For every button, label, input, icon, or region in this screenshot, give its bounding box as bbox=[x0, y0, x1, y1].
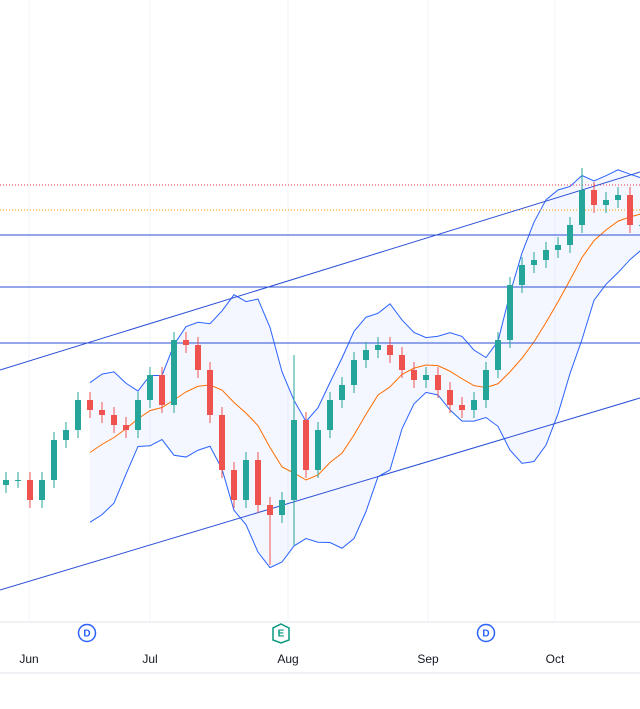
candle-body bbox=[231, 470, 237, 500]
candle-body bbox=[27, 480, 33, 500]
candle-body bbox=[15, 480, 21, 481]
candle-body bbox=[387, 345, 393, 355]
candle-body bbox=[135, 400, 141, 430]
candle-body bbox=[375, 345, 381, 350]
x-tick-label: Jul bbox=[142, 652, 157, 666]
bollinger-basis bbox=[89, 213, 640, 481]
event-badge bbox=[77, 623, 97, 643]
candle-body bbox=[411, 370, 417, 380]
candle-body bbox=[339, 385, 345, 400]
candle-body bbox=[207, 370, 213, 415]
candle-body bbox=[459, 405, 465, 410]
candle-body bbox=[567, 225, 573, 245]
candle-body bbox=[483, 370, 489, 400]
candle-body bbox=[147, 375, 153, 400]
candle-body bbox=[507, 285, 513, 340]
candle-body bbox=[627, 195, 633, 225]
candle-body bbox=[495, 340, 501, 370]
candle-body bbox=[39, 480, 45, 500]
x-tick-label: Jun bbox=[19, 652, 38, 666]
event-label: E bbox=[278, 629, 285, 640]
bollinger-upper bbox=[89, 169, 640, 423]
candle-body bbox=[471, 400, 477, 410]
bollinger-fill bbox=[90, 169, 640, 568]
candle-body bbox=[591, 190, 597, 205]
candle-body bbox=[3, 480, 9, 485]
candle-body bbox=[423, 375, 429, 380]
candle-body bbox=[399, 355, 405, 370]
candle-body bbox=[255, 460, 261, 505]
candle-body bbox=[51, 440, 57, 480]
x-tick-label: Oct bbox=[546, 652, 565, 666]
candle-body bbox=[195, 345, 201, 370]
candle-body bbox=[519, 265, 525, 285]
candle-body bbox=[531, 260, 537, 265]
bollinger-lower bbox=[89, 250, 640, 569]
event-label: D bbox=[482, 629, 489, 640]
channel-line bbox=[0, 171, 640, 371]
candle-body bbox=[327, 400, 333, 430]
candle-body bbox=[555, 245, 561, 250]
candle-body bbox=[279, 500, 285, 515]
candle-body bbox=[603, 200, 609, 205]
plot-area bbox=[0, 0, 640, 620]
candle-body bbox=[63, 430, 69, 440]
candle-body bbox=[75, 400, 81, 430]
event-label: D bbox=[83, 629, 90, 640]
candle-body bbox=[447, 390, 453, 405]
event-badge bbox=[476, 623, 496, 643]
candle-body bbox=[543, 250, 549, 260]
candle-body bbox=[99, 410, 105, 415]
candle-body bbox=[123, 425, 129, 430]
candle-body bbox=[351, 360, 357, 385]
candle-body bbox=[303, 420, 309, 470]
event-badge bbox=[272, 623, 290, 644]
candle-body bbox=[171, 340, 177, 405]
candle-body bbox=[363, 350, 369, 360]
candle-body bbox=[315, 430, 321, 470]
candle-body bbox=[87, 400, 93, 410]
candle-body bbox=[579, 190, 585, 225]
x-tick-label: Aug bbox=[277, 652, 298, 666]
candle-body bbox=[615, 195, 621, 200]
candle-body bbox=[291, 420, 297, 500]
event-marker: D bbox=[476, 623, 496, 643]
candle-body bbox=[267, 505, 273, 515]
candle-body bbox=[219, 415, 225, 470]
candle-body bbox=[243, 460, 249, 500]
candle-body bbox=[111, 415, 117, 425]
event-marker: D bbox=[77, 623, 97, 643]
x-tick-label: Sep bbox=[417, 652, 439, 666]
candle-body bbox=[159, 375, 165, 405]
event-marker: E bbox=[272, 623, 290, 644]
channel-line bbox=[0, 397, 640, 591]
candle-body bbox=[435, 375, 441, 390]
candle-body bbox=[183, 340, 189, 345]
